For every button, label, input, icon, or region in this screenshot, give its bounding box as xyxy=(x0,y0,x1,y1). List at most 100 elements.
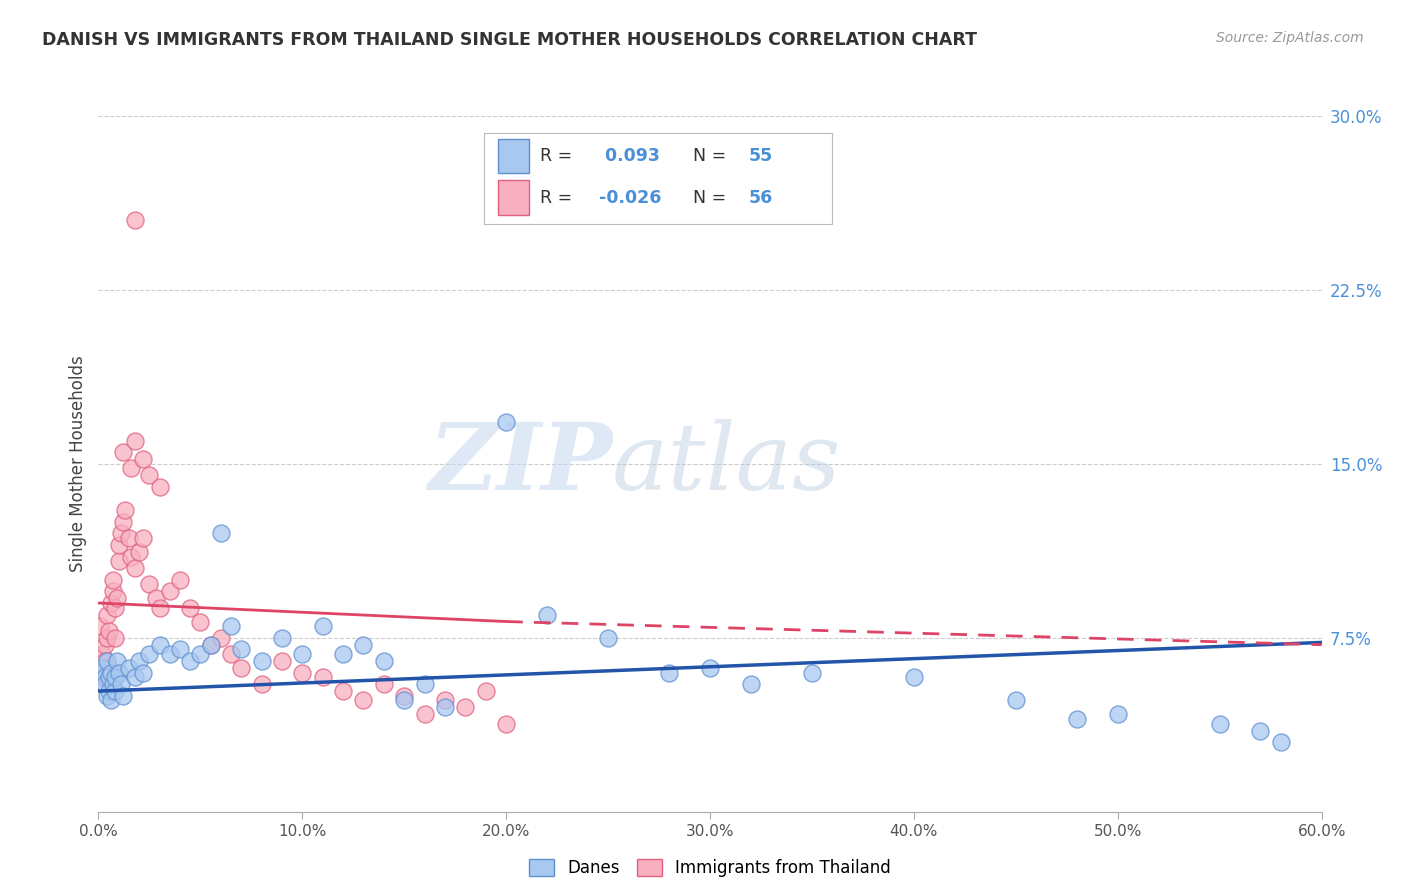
Point xyxy=(97,661,120,675)
Point xyxy=(100,693,122,707)
Point xyxy=(97,624,120,638)
Point xyxy=(179,600,201,615)
Point xyxy=(1249,723,1271,738)
Point xyxy=(209,631,232,645)
Text: ZIP: ZIP xyxy=(427,419,612,508)
Point xyxy=(413,707,436,722)
Point xyxy=(434,700,457,714)
Point xyxy=(108,665,131,680)
Point xyxy=(120,549,142,564)
Point xyxy=(392,689,416,703)
Point xyxy=(118,531,141,545)
Point xyxy=(801,665,824,680)
Point xyxy=(270,631,294,645)
Point xyxy=(373,677,395,691)
Point xyxy=(120,461,142,475)
Point xyxy=(179,654,201,668)
Point xyxy=(231,661,253,675)
Y-axis label: Single Mother Households: Single Mother Households xyxy=(69,356,87,572)
Point xyxy=(104,670,127,684)
Point xyxy=(495,716,517,731)
Point xyxy=(1270,735,1292,749)
Point xyxy=(250,677,273,691)
Point xyxy=(149,480,172,494)
Point xyxy=(100,665,122,680)
Point xyxy=(1004,693,1026,707)
Point xyxy=(291,665,314,680)
Point xyxy=(413,677,436,691)
Point xyxy=(97,684,120,698)
Point xyxy=(149,638,172,652)
Legend: Danes, Immigrants from Thailand: Danes, Immigrants from Thailand xyxy=(523,852,897,883)
Point xyxy=(200,638,222,652)
Point xyxy=(598,631,620,645)
Point xyxy=(101,573,124,587)
Point xyxy=(97,670,120,684)
Point xyxy=(149,600,172,615)
Point xyxy=(101,677,124,691)
Text: DANISH VS IMMIGRANTS FROM THAILAND SINGLE MOTHER HOUSEHOLDS CORRELATION CHART: DANISH VS IMMIGRANTS FROM THAILAND SINGL… xyxy=(42,31,977,49)
Point xyxy=(209,526,232,541)
Point xyxy=(105,591,128,606)
Point xyxy=(231,642,253,657)
Point xyxy=(96,654,118,668)
Point xyxy=(169,642,191,657)
Point xyxy=(740,677,762,691)
Point xyxy=(100,677,122,691)
Point xyxy=(332,647,354,661)
Point xyxy=(118,661,141,675)
Point xyxy=(124,213,146,227)
Point xyxy=(352,638,374,652)
Point xyxy=(91,670,114,684)
Text: atlas: atlas xyxy=(612,419,842,508)
Point xyxy=(332,684,354,698)
Point xyxy=(200,638,222,652)
Point xyxy=(93,654,115,668)
Point xyxy=(110,526,132,541)
Point xyxy=(373,654,395,668)
Point xyxy=(108,538,131,552)
Point xyxy=(1209,716,1232,731)
Point xyxy=(138,647,160,661)
Point xyxy=(312,670,335,684)
Point xyxy=(89,619,111,633)
Text: Source: ZipAtlas.com: Source: ZipAtlas.com xyxy=(1216,31,1364,45)
Point xyxy=(124,434,146,448)
Point xyxy=(91,647,114,661)
Point xyxy=(128,545,150,559)
Point xyxy=(270,654,294,668)
Point xyxy=(159,584,181,599)
Point xyxy=(124,670,146,684)
Point xyxy=(132,531,155,545)
Point xyxy=(93,670,115,684)
Point xyxy=(658,665,681,680)
Point xyxy=(132,665,155,680)
Point xyxy=(96,631,118,645)
Point xyxy=(903,670,925,684)
Point xyxy=(96,689,118,703)
Point xyxy=(699,661,721,675)
Point xyxy=(138,468,160,483)
Point xyxy=(159,647,181,661)
Point xyxy=(89,665,111,680)
Point xyxy=(104,631,127,645)
Point xyxy=(219,619,242,633)
Point xyxy=(474,684,498,698)
Point xyxy=(108,554,131,568)
Point xyxy=(111,445,134,459)
Point xyxy=(352,693,374,707)
Point xyxy=(188,647,212,661)
Point xyxy=(145,591,167,606)
Point xyxy=(250,654,273,668)
Point xyxy=(124,561,146,575)
Point xyxy=(454,700,477,714)
Point xyxy=(111,515,134,529)
Point xyxy=(104,600,127,615)
Point xyxy=(114,503,136,517)
Point xyxy=(434,693,457,707)
Point xyxy=(128,654,150,668)
Point xyxy=(104,684,127,698)
Point xyxy=(132,452,155,467)
Point xyxy=(1066,712,1088,726)
Point xyxy=(105,654,128,668)
